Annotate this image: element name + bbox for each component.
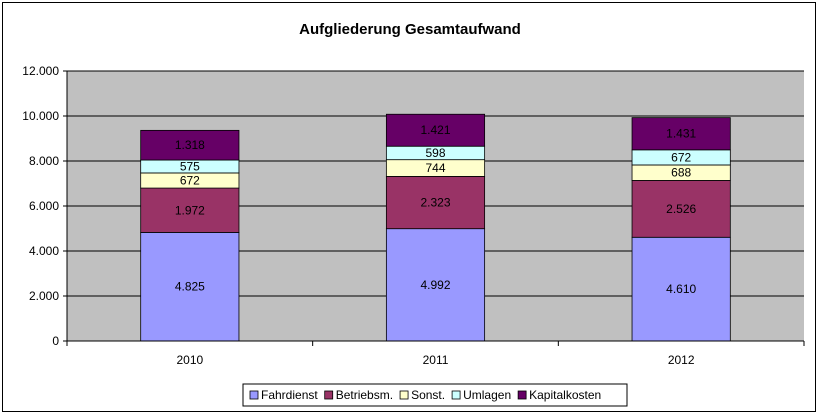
data-label: 1.972 <box>175 203 205 217</box>
data-label: 688 <box>671 166 691 180</box>
bar-segment-fahrdienst-2011 <box>385 228 486 342</box>
bar-segment-kapitalkosten-2012 <box>631 117 731 151</box>
legend-label: Fahrdienst <box>261 388 318 402</box>
legend-label: Umlagen <box>463 388 511 402</box>
legend-label: Betriebsm. <box>336 388 393 402</box>
data-label: 4.610 <box>666 282 696 296</box>
data-label: 575 <box>180 159 200 173</box>
legend-label: Kapitalkosten <box>529 388 601 402</box>
data-label: 1.318 <box>175 138 205 152</box>
axes: 0 2.000 4.000 6.000 8.000 10.000 12.000 2010 201… <box>22 64 805 367</box>
data-label: 2.526 <box>666 202 696 216</box>
y-tick-label: 6.000 <box>29 199 59 213</box>
chart-title: Aufgliederung Gesamtaufwand <box>299 21 521 38</box>
data-label: 4.992 <box>420 278 450 292</box>
legend: Fahrdienst Betriebsm. Sonst. Umlagen Kapital… <box>242 383 628 407</box>
y-tick-label: 10.000 <box>22 109 59 123</box>
x-tick-label: 2011 <box>423 353 449 367</box>
y-tick-label: 4.000 <box>29 244 59 258</box>
bars: 4.8251.9726725751.3184.9922.3237445981.4… <box>140 113 731 342</box>
legend-swatch <box>517 390 527 400</box>
y-tick-label: 0 <box>52 334 59 348</box>
x-tick-label: 2010 <box>176 353 203 367</box>
data-label: 744 <box>425 161 445 175</box>
legend-swatch <box>324 390 334 400</box>
y-tick-label: 2.000 <box>29 289 59 303</box>
data-label: 2.323 <box>420 196 450 210</box>
bar-segment-betriebsm--2012 <box>631 180 731 238</box>
bar-segment-betriebsm--2011 <box>385 176 486 230</box>
data-label: 1.421 <box>420 123 450 137</box>
stacked-bar-chart: Aufgliederung Gesamtaufwand 4.825 1.972 67… <box>22 21 805 407</box>
bar-segment-fahrdienst-2010 <box>140 232 240 342</box>
y-tick-label: 12.000 <box>22 64 59 78</box>
legend-swatch <box>399 390 409 400</box>
y-tick-label: 8.000 <box>29 154 59 168</box>
legend-swatch <box>249 390 259 400</box>
bar-segment-fahrdienst-2012 <box>631 236 731 342</box>
legend-swatch <box>451 390 461 400</box>
data-label: 672 <box>180 174 200 188</box>
bar-segment-kapitalkosten-2010 <box>140 129 240 161</box>
chart-frame: Aufgliederung Gesamtaufwand 4.825 1.972 67… <box>2 2 816 412</box>
data-label: 672 <box>671 150 691 164</box>
x-tick-label: 2012 <box>668 353 695 367</box>
legend-box <box>242 383 628 407</box>
bar-segment-betriebsm--2010 <box>140 187 240 233</box>
data-label: 4.825 <box>175 280 205 294</box>
legend-label: Sonst. <box>411 388 445 402</box>
data-label: 1.431 <box>666 127 696 141</box>
data-label: 598 <box>425 146 445 160</box>
bar-segment-kapitalkosten-2011 <box>385 113 486 147</box>
